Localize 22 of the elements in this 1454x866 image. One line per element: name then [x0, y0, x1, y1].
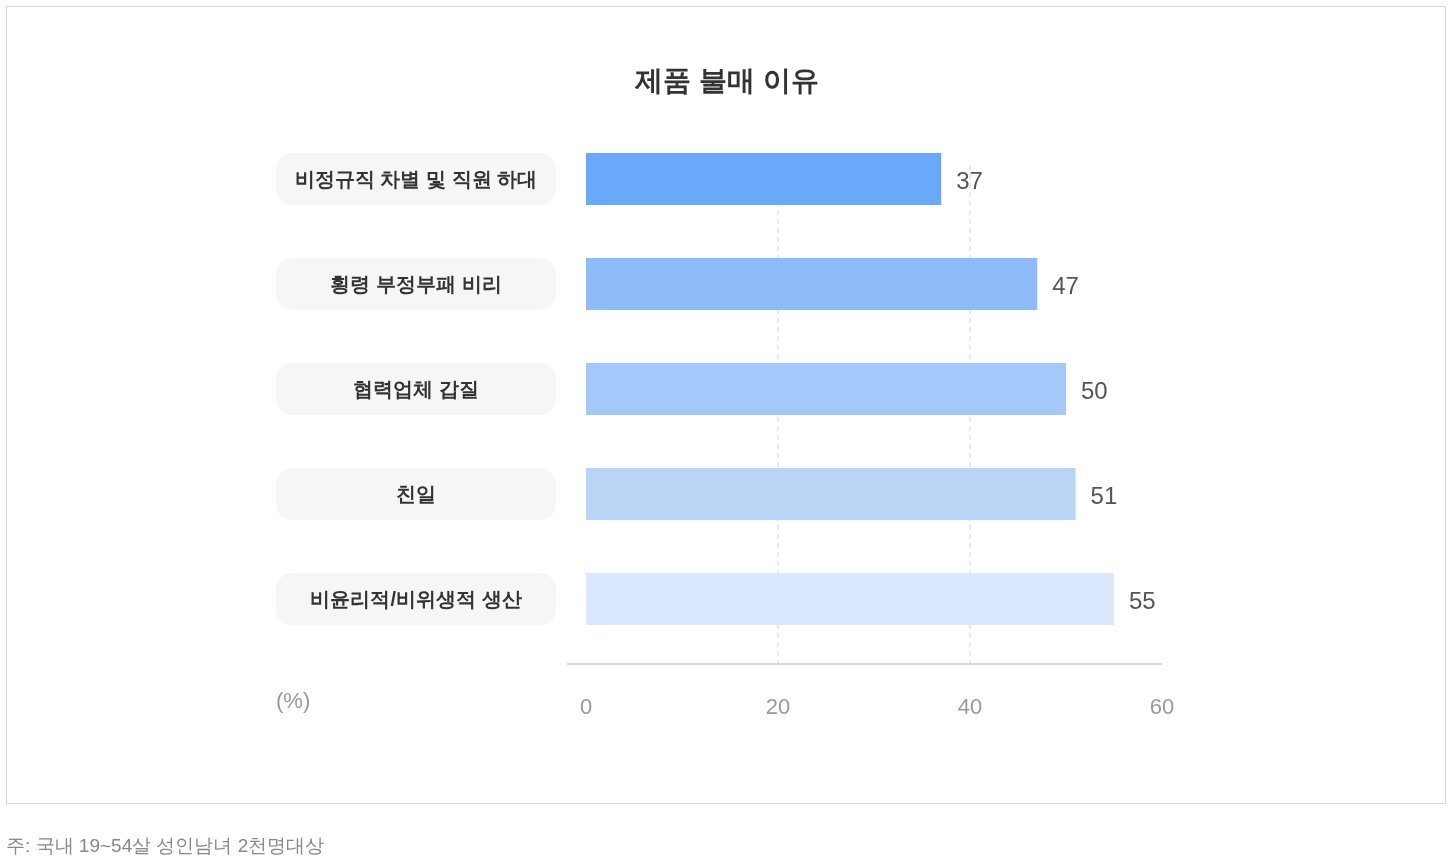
data-label: 51 [1090, 482, 1118, 509]
bar [586, 258, 1038, 310]
data-label: 37 [956, 167, 983, 194]
y-tick-label: 비윤리적/비위생적 생산 [310, 588, 522, 610]
y-tick-label: 비정규직 차별 및 직원 하대 [294, 168, 538, 190]
y-tick-label: 협력업체 갑질 [353, 378, 479, 400]
data-label: 47 [1052, 272, 1079, 299]
data-label: 50 [1081, 377, 1108, 404]
y-tick-label: 횡령 부정부패 비리 [330, 273, 502, 295]
x-tick-label: 60 [1149, 694, 1175, 719]
bar [586, 573, 1114, 625]
text: 주: 국내 19~54살 성인남녀 2천명대상 [6, 835, 325, 856]
data-label: 55 [1129, 587, 1156, 614]
bar [586, 363, 1066, 415]
y-tick-label: 친일 [396, 483, 436, 505]
chart-title: 제품 불매 이유 [634, 65, 819, 96]
x-axis-title: (%) [276, 688, 311, 713]
x-tick-label: 20 [765, 694, 791, 719]
x-tick-label: 40 [957, 694, 983, 719]
x-tick-label: 0 [579, 694, 593, 719]
bar [586, 468, 1076, 520]
bar [586, 153, 942, 205]
